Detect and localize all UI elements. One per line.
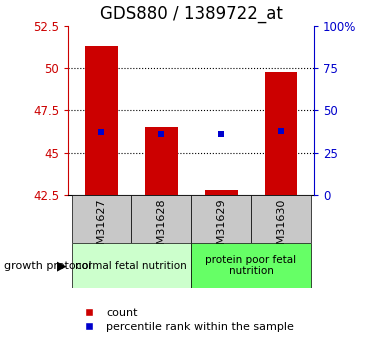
Bar: [131, 195, 191, 243]
Bar: [205, 190, 238, 195]
Text: protein poor fetal
nutrition: protein poor fetal nutrition: [206, 255, 296, 276]
Bar: [145, 127, 177, 195]
Text: GSM31628: GSM31628: [156, 198, 166, 259]
Text: GSM31630: GSM31630: [276, 198, 286, 259]
Bar: [251, 195, 311, 243]
Text: GSM31627: GSM31627: [96, 198, 106, 259]
Text: ▶: ▶: [57, 260, 66, 273]
Title: GDS880 / 1389722_at: GDS880 / 1389722_at: [100, 5, 282, 23]
Text: GSM31629: GSM31629: [216, 198, 226, 259]
Bar: [71, 243, 191, 288]
Bar: [191, 195, 251, 243]
Text: normal fetal nutrition: normal fetal nutrition: [75, 261, 187, 270]
Bar: [85, 46, 118, 195]
Bar: [264, 71, 298, 195]
Text: growth protocol: growth protocol: [4, 262, 92, 271]
Bar: [71, 195, 131, 243]
Bar: [191, 243, 311, 288]
Legend: count, percentile rank within the sample: count, percentile rank within the sample: [74, 304, 298, 336]
